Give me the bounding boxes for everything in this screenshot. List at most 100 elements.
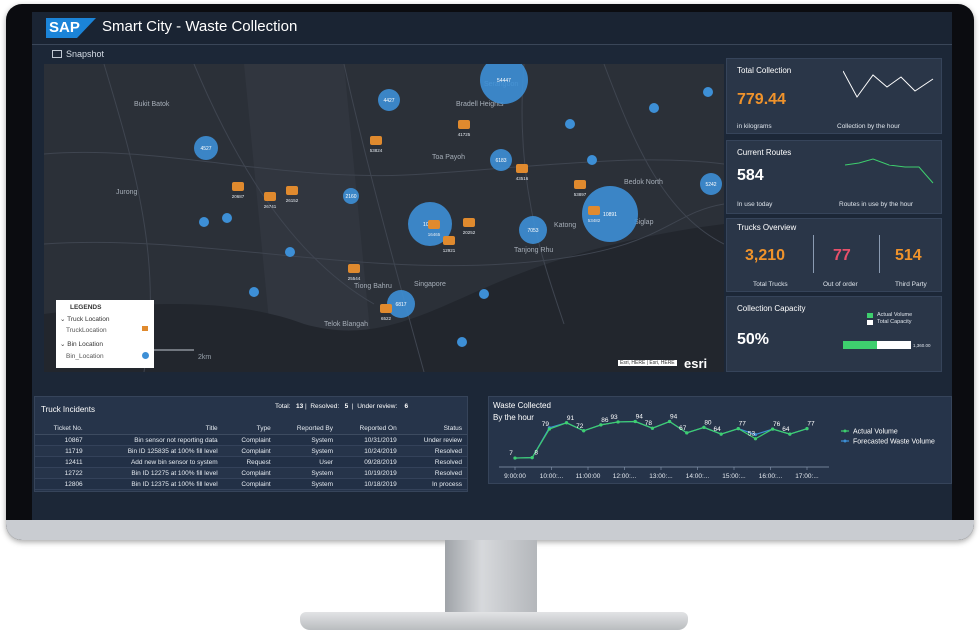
table-row[interactable]: 10867 Bin sensor not reporting data Compla… (35, 434, 467, 446)
bin-marker[interactable] (587, 155, 597, 165)
data-point[interactable] (564, 421, 569, 425)
bin-marker[interactable] (479, 289, 489, 299)
table-row[interactable]: 12411 Add new bin sensor to system Request… (35, 456, 467, 468)
bin-cluster[interactable] (582, 186, 638, 242)
table-cell: 10/24/2019 (337, 445, 402, 457)
bin-marker[interactable] (649, 103, 659, 113)
column-header[interactable]: Type (222, 423, 276, 435)
truck-icon[interactable] (232, 182, 244, 191)
data-point[interactable] (513, 456, 517, 460)
column-header[interactable]: Reported By (275, 423, 338, 435)
data-point[interactable] (650, 426, 655, 430)
truck-id-label: 53482 (588, 218, 601, 223)
bin-cluster[interactable] (194, 136, 218, 160)
total-collection-tile[interactable]: Total Collection 779.44 in kilograms Col… (726, 58, 942, 134)
data-point[interactable] (599, 423, 603, 427)
truck-id-label: 25544 (348, 276, 361, 281)
sap-logo[interactable]: SAP (46, 18, 96, 38)
data-point[interactable] (753, 437, 758, 441)
trucks-overview-tile[interactable]: Trucks Overview 3,210 Total Trucks 77 Ou… (726, 218, 942, 292)
truck-icon[interactable] (286, 186, 298, 195)
table-row[interactable]: 11719 Bin ID 125835 at 100% fill level Com… (35, 445, 467, 457)
total-count: 13 (295, 403, 304, 410)
resolved-count: 5 (344, 403, 349, 410)
bin-cluster[interactable] (490, 149, 512, 171)
data-point[interactable] (547, 427, 551, 431)
current-routes-tile[interactable]: Current Routes 584 In use today Routes i… (726, 140, 942, 214)
city-map[interactable]: Bukit Batok Jurong Bradell Heights Toa Payo… (44, 64, 724, 372)
collection-spark-label: Collection by the hour (837, 123, 900, 130)
column-header[interactable]: Status (401, 423, 467, 435)
table-header-row: Ticket No. Title Type Reported By Reported O… (35, 423, 467, 435)
data-point[interactable] (788, 432, 792, 436)
truck-icon[interactable] (380, 304, 392, 313)
truck-id-label: 53897 (574, 192, 587, 197)
table-cell: 12411 (35, 456, 88, 468)
map-place-label: Toa Payoh (432, 154, 465, 161)
bin-cluster[interactable] (480, 64, 528, 104)
bin-cluster[interactable] (519, 216, 547, 244)
truck-icon[interactable] (264, 192, 276, 201)
column-header[interactable]: Title (87, 423, 223, 435)
data-point[interactable] (719, 432, 723, 436)
table-cell: 10/18/2019 (337, 478, 402, 490)
data-point[interactable] (633, 419, 637, 424)
map-legend: LEGENDS ⌄ Truck Location TruckLocation ⌄… (56, 300, 154, 368)
data-label: 77 (739, 421, 747, 428)
x-tick-label: 14:00:... (686, 473, 710, 480)
column-header[interactable]: Reported On (337, 423, 402, 435)
bin-marker[interactable] (565, 119, 575, 129)
data-label: 53 (748, 431, 756, 438)
data-point[interactable] (685, 431, 689, 435)
data-point[interactable] (771, 427, 775, 431)
data-point[interactable] (702, 425, 706, 429)
data-point[interactable] (805, 427, 809, 431)
x-tick-label: 16:00:... (759, 473, 783, 480)
truck-icon[interactable] (428, 220, 440, 229)
truck-legend-icon (142, 326, 148, 331)
truck-icon[interactable] (458, 120, 470, 129)
truck-icon[interactable] (443, 236, 455, 245)
legend-label[interactable]: Forecasted Waste Volume (853, 439, 935, 446)
bin-marker[interactable] (199, 217, 209, 227)
table-row[interactable]: 12722 Bin ID 12275 at 100% fill level Comp… (35, 467, 467, 479)
bin-marker[interactable] (703, 87, 713, 97)
table-cell: 09/28/2019 (337, 456, 402, 468)
legend-label[interactable]: Actual Volume (853, 429, 898, 436)
truck-icon[interactable] (588, 206, 600, 215)
collection-capacity-tile[interactable]: Collection Capacity 50% Actual Volume To… (726, 296, 942, 372)
incidents-title: Truck Incidents (41, 405, 95, 414)
truck-icon[interactable] (348, 264, 360, 273)
truck-icon[interactable] (516, 164, 528, 173)
data-point[interactable] (582, 429, 586, 433)
legend-truck-layer[interactable]: ⌄ Truck Location (60, 316, 110, 323)
truck-icon[interactable] (370, 136, 382, 145)
series-line (514, 420, 808, 459)
data-point[interactable] (753, 432, 758, 437)
column-header[interactable]: Ticket No. (35, 423, 88, 435)
bin-cluster[interactable] (700, 173, 722, 195)
bin-marker[interactable] (457, 337, 467, 347)
data-point[interactable] (736, 427, 740, 431)
map-glare (244, 64, 374, 372)
truck-icon[interactable] (463, 218, 475, 227)
table-cell: Request (222, 456, 276, 468)
data-point[interactable] (616, 420, 620, 424)
truck-icon[interactable] (574, 180, 586, 189)
bin-marker[interactable] (285, 247, 295, 257)
bin-cluster[interactable] (387, 290, 415, 318)
data-label: 77 (807, 421, 815, 428)
legend-bin-layer[interactable]: ⌄ Bin Location (60, 341, 104, 348)
bin-marker[interactable] (249, 287, 259, 297)
data-point[interactable] (667, 419, 672, 424)
table-row[interactable]: 12806 Bin ID 12375 at 100% fill level Comp… (35, 478, 467, 490)
bin-marker[interactable] (222, 213, 232, 223)
map-canvas[interactable]: Bukit Batok Jurong Bradell Heights Toa Payo… (44, 64, 724, 372)
truck-id-label: 16465 (428, 232, 441, 237)
data-point[interactable] (530, 456, 534, 460)
trucks-overview-title: Trucks Overview (737, 223, 797, 232)
bin-cluster[interactable] (378, 89, 400, 111)
total-label: Total: (275, 403, 291, 410)
bin-cluster[interactable] (343, 188, 359, 204)
